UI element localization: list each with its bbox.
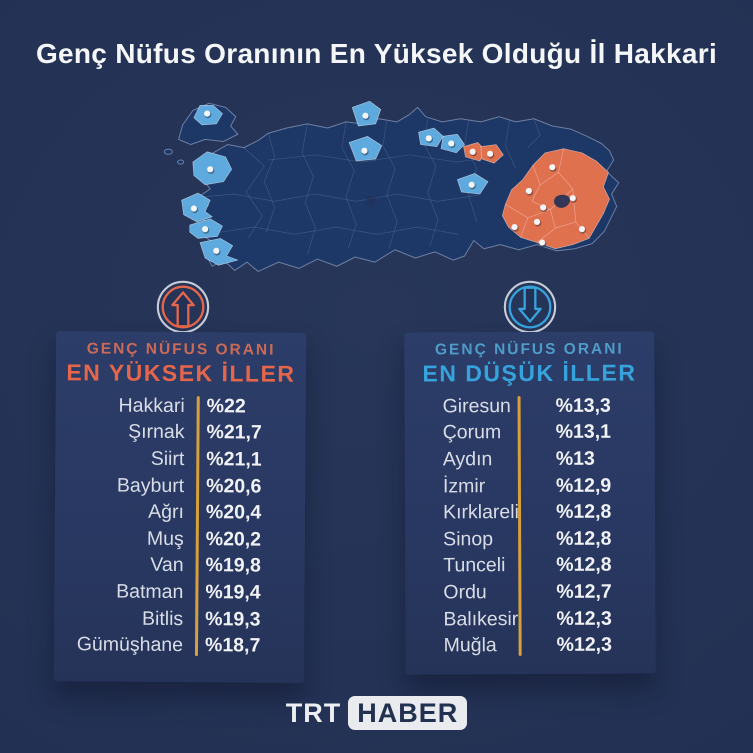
province-name: Çorum xyxy=(442,421,502,444)
province-name: Batman xyxy=(116,580,184,603)
province-value: %21,1 xyxy=(206,448,262,471)
arrow-up-circle-icon xyxy=(156,280,210,334)
map-province-borders xyxy=(198,118,541,256)
list-item: Giresun %13,3 xyxy=(405,392,655,420)
list-item: Hakkari %22 xyxy=(56,392,306,420)
province-name: Tunceli xyxy=(443,554,506,577)
list-item: Kırklareli %12,8 xyxy=(405,499,655,527)
province-value: %12,7 xyxy=(556,580,612,603)
province-value: %12,8 xyxy=(555,500,612,524)
province-value: %12,3 xyxy=(556,633,612,657)
province-name: Bitlis xyxy=(141,607,184,630)
trt-logo: TRT xyxy=(285,697,342,728)
list-item: Çorum %13,1 xyxy=(405,419,655,447)
province-value: %19,3 xyxy=(205,607,261,631)
highest-panel-heading: EN YÜKSEK İLLER xyxy=(66,359,296,387)
map-dots xyxy=(190,110,587,256)
province-value: %21,7 xyxy=(206,421,262,444)
haber-logo-badge: HABER xyxy=(348,696,468,730)
list-item: Muğla %12,3 xyxy=(406,632,656,660)
list-item: Muş %20,2 xyxy=(55,525,305,553)
province-value: %19,4 xyxy=(205,581,261,604)
list-item: Tunceli %12,8 xyxy=(405,552,655,580)
map-island xyxy=(177,159,185,165)
province-value: %12,8 xyxy=(556,527,612,550)
province-value: %13 xyxy=(555,447,595,470)
province-value: %20,6 xyxy=(206,474,262,498)
province-name: Hakkari xyxy=(118,394,185,417)
list-item: Bitlis %19,3 xyxy=(54,605,304,633)
list-item: Sinop %12,8 xyxy=(405,525,655,553)
province-value: %13,1 xyxy=(555,421,612,444)
lowest-panel-eyebrow: GENÇ NÜFUS ORANI xyxy=(434,340,624,359)
province-name: İzmir xyxy=(442,474,486,497)
list-item: Şırnak %21,7 xyxy=(55,419,305,447)
lowest-list: Giresun %13,3 Çorum %13,1 Aydın %13 İzmi… xyxy=(405,392,656,659)
province-value: %19,8 xyxy=(205,554,261,577)
province-name: Gümüşhane xyxy=(76,633,184,657)
province-value: %12,9 xyxy=(555,474,612,497)
footer: TRT HABER xyxy=(0,694,753,732)
list-item: Batman %19,4 xyxy=(54,578,304,606)
province-value: %22 xyxy=(206,394,246,418)
page-title: Genç Nüfus Oranının En Yüksek Olduğu İl … xyxy=(35,38,718,69)
map-lake-van xyxy=(554,194,571,208)
province-name: Şırnak xyxy=(128,421,185,444)
map-lake-tuz xyxy=(365,195,376,208)
province-name: Muş xyxy=(146,527,184,550)
list-item: Gümüşhane %18,7 xyxy=(54,631,304,659)
province-value: %13,3 xyxy=(555,394,611,417)
province-value: %20,4 xyxy=(205,501,262,524)
province-name: Sinop xyxy=(443,527,494,551)
lowest-panel-heading: EN DÜŞÜK İLLER xyxy=(422,359,637,387)
map-island xyxy=(163,148,173,155)
highest-list: Hakkari %22 Şırnak %21,7 Siirt %21,1 Bay… xyxy=(54,392,306,660)
province-name: Siirt xyxy=(150,447,185,471)
province-name: Giresun xyxy=(442,394,511,418)
map-high-cluster-borders xyxy=(505,148,590,243)
list-item: Van %19,8 xyxy=(54,552,304,580)
province-name: Kırklareli xyxy=(442,501,519,524)
province-value: %12,3 xyxy=(556,607,612,630)
list-item: Ağrı %20,4 xyxy=(55,499,305,527)
province-name: Van xyxy=(150,554,184,577)
list-item: İzmir %12,9 xyxy=(405,472,655,500)
province-name: Ordu xyxy=(443,581,487,604)
province-name: Bayburt xyxy=(116,474,185,497)
list-item: Aydın %13 xyxy=(405,446,655,474)
arrow-down-circle-icon xyxy=(503,280,557,334)
highest-panel: GENÇ NÜFUS ORANI EN YÜKSEK İLLER Hakkari… xyxy=(53,331,307,683)
province-name: Aydın xyxy=(442,448,493,471)
province-value: %12,8 xyxy=(556,554,612,577)
province-name: Balıkesir xyxy=(443,607,519,630)
list-item: Ordu %12,7 xyxy=(405,579,655,607)
province-name: Ağrı xyxy=(148,500,185,524)
list-item: Balıkesir %12,3 xyxy=(405,605,655,633)
province-name: Muğla xyxy=(443,634,497,657)
lowest-panel: GENÇ NÜFUS ORANI EN DÜŞÜK İLLER Giresun … xyxy=(404,331,656,675)
highest-panel-eyebrow: GENÇ NÜFUS ORANI xyxy=(86,340,276,359)
list-item: Siirt %21,1 xyxy=(55,445,305,473)
list-item: Bayburt %20,6 xyxy=(55,472,305,500)
province-value: %18,7 xyxy=(204,634,261,657)
turkey-map xyxy=(163,100,620,272)
province-value: %20,2 xyxy=(205,527,262,551)
